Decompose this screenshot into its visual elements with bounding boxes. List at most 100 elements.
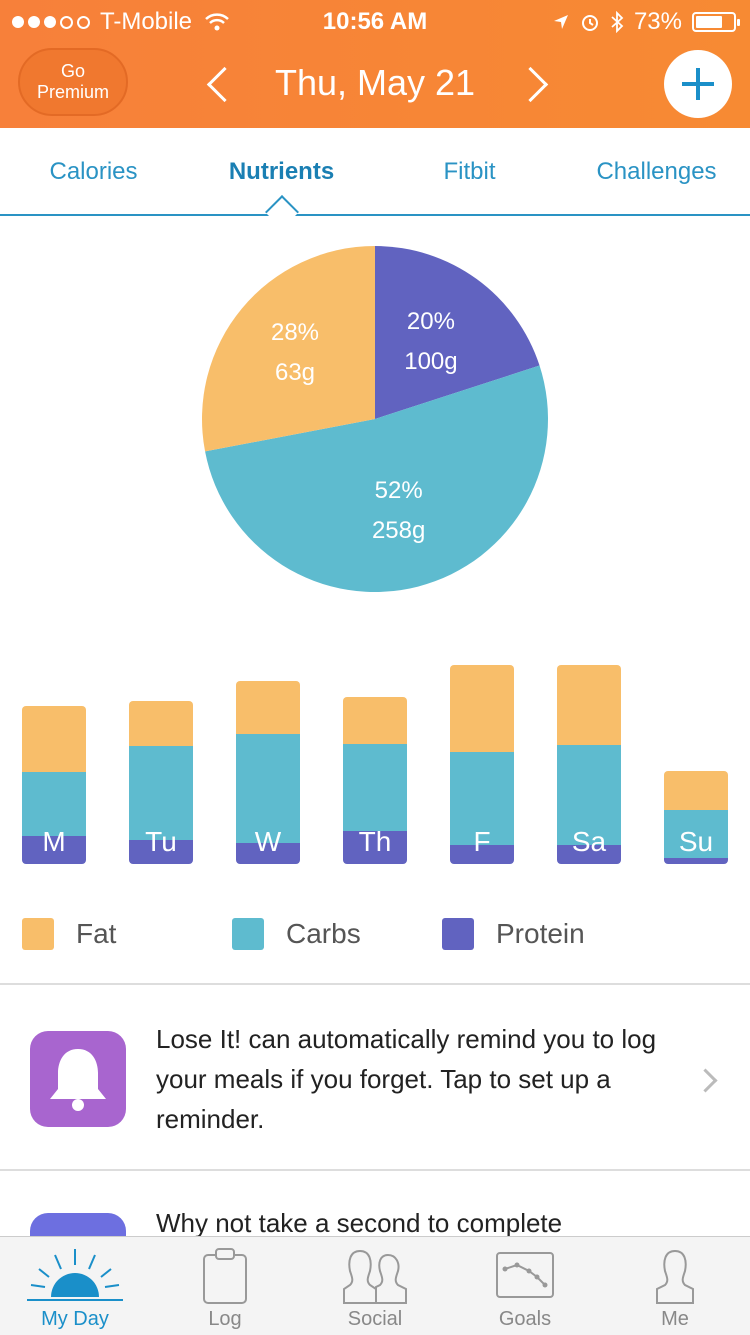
bar-segment-carbs (129, 746, 193, 840)
status-bar: T-Mobile 10:56 AM 73% (0, 0, 750, 40)
signal-dot-icon (28, 16, 40, 28)
reminder-card-text: Lose It! can automatically remind you to… (156, 1024, 657, 1134)
sunrise-icon (27, 1249, 123, 1301)
tab-fitbit[interactable]: Fitbit (443, 158, 496, 185)
weekly-nutrients-bar-chart: M Tu W Th F Sa Su (0, 640, 750, 880)
premium-label-line2: Premium (36, 82, 109, 102)
bar-segment-protein (129, 840, 193, 864)
legend-carbs: Carbs (232, 918, 361, 950)
signal-dot-empty-icon (77, 15, 90, 29)
bar-sa: Sa (557, 665, 621, 864)
bar-segment-fat (450, 665, 514, 752)
person-icon (656, 1249, 694, 1304)
tab-social[interactable]: Social (300, 1237, 450, 1335)
tab-log[interactable]: Log (150, 1237, 300, 1335)
add-button[interactable] (664, 50, 732, 118)
bell-icon (30, 1031, 126, 1127)
people-icon (343, 1249, 407, 1304)
current-date[interactable]: Thu, May 21 (274, 62, 476, 103)
bar-segment-protein (450, 845, 514, 864)
bar-segment-carbs (664, 810, 728, 858)
bar-segment-fat (129, 701, 193, 746)
pie-percent-carbs: 52% (374, 477, 423, 505)
bar-segment-carbs (343, 744, 407, 831)
chart-icon (496, 1252, 554, 1298)
bar-segment-fat (343, 697, 407, 744)
nutrients-pie-chart (202, 246, 548, 592)
legend-protein-label: Protein (496, 918, 585, 949)
bar-segment-fat (664, 771, 728, 810)
bar-day-label: W (254, 826, 282, 857)
tab-me-label: Me (661, 1308, 689, 1330)
tab-me[interactable]: Me (600, 1237, 750, 1335)
tab-challenges[interactable]: Challenges (596, 158, 717, 185)
bar-tu: Tu (129, 701, 193, 864)
tab-log-label: Log (208, 1308, 242, 1330)
section-tabs: Calories Nutrients Fitbit Challenges (0, 128, 750, 216)
bar-segment-protein (22, 836, 86, 864)
signal-dot-icon (12, 16, 24, 28)
divider (0, 983, 750, 985)
tab-goals[interactable]: Goals (450, 1237, 600, 1335)
carrier-name: T-Mobile (100, 8, 193, 35)
tab-social-label: Social (347, 1308, 403, 1330)
wifi-icon (205, 13, 229, 31)
bar-th: Th (343, 697, 407, 864)
bar-segment-fat (22, 706, 86, 772)
bar-segment-carbs (22, 772, 86, 836)
legend-fat: Fat (22, 918, 116, 950)
signal-dot-icon (44, 16, 56, 28)
legend-carbs-label: Carbs (286, 918, 361, 949)
location-arrow-icon (553, 15, 568, 29)
premium-label-line1: Go (60, 61, 85, 81)
profile-card-text: Why not take a second to complete (156, 1208, 563, 1236)
chart-legend: Fat Carbs Protein (0, 918, 750, 958)
tab-my-day-label: My Day (41, 1308, 109, 1330)
tab-nutrients[interactable]: Nutrients (228, 158, 335, 185)
bar-segment-protein (236, 843, 300, 864)
pie-grams-protein: 100g (404, 348, 458, 376)
tab-my-day[interactable]: My Day (0, 1237, 150, 1335)
tab-goals-label: Goals (498, 1308, 552, 1330)
profile-card[interactable]: Why not take a second to complete (0, 1171, 750, 1236)
legend-protein-swatch (442, 918, 474, 950)
pie-slice-protein (375, 246, 540, 419)
bar-segment-carbs (236, 734, 300, 843)
app-header: T-Mobile 10:56 AM 73% Go Premium Thu, Ma… (0, 0, 750, 128)
legend-carbs-swatch (232, 918, 264, 950)
pie-slice-carbs (205, 365, 548, 592)
bar-day-label: M (42, 826, 66, 857)
chevron-right-icon (693, 1068, 718, 1093)
bluetooth-icon (611, 11, 624, 33)
bar-day-label: Sa (571, 826, 607, 857)
bar-m: M (22, 706, 86, 864)
bar-segment-protein (664, 858, 728, 864)
pie-slice-fat (202, 246, 375, 452)
pie-label-carbs: 52% 258g (339, 471, 459, 551)
bar-segment-protein (557, 845, 621, 864)
tab-calories[interactable]: Calories (49, 158, 138, 185)
pie-label-protein: 20% 100g (371, 302, 491, 382)
legend-protein: Protein (442, 918, 585, 950)
legend-fat-swatch (22, 918, 54, 950)
bar-su: Su (664, 771, 728, 864)
bar-day-label: F (473, 826, 491, 857)
bar-segment-carbs (557, 745, 621, 845)
go-premium-button[interactable]: Go Premium (18, 48, 128, 116)
signal-dot-empty-icon (60, 15, 73, 29)
bar-segment-protein (343, 831, 407, 864)
pie-label-fat: 28% 63g (235, 313, 355, 393)
legend-fat-label: Fat (76, 918, 117, 949)
bar-day-label: Su (678, 826, 714, 857)
bar-w: W (236, 681, 300, 864)
alarm-icon (581, 15, 598, 31)
divider (0, 1169, 750, 1171)
profile-icon (30, 1213, 126, 1236)
bar-day-label: Tu (145, 826, 177, 857)
reminder-card[interactable]: Lose It! can automatically remind you to… (0, 985, 750, 1169)
bottom-tab-bar: My Day Log Social Goals Me (0, 1236, 750, 1335)
pie-grams-fat: 63g (274, 358, 316, 386)
clipboard-icon (203, 1248, 247, 1304)
pie-grams-carbs: 258g (371, 517, 426, 545)
bar-f: F (450, 665, 514, 864)
